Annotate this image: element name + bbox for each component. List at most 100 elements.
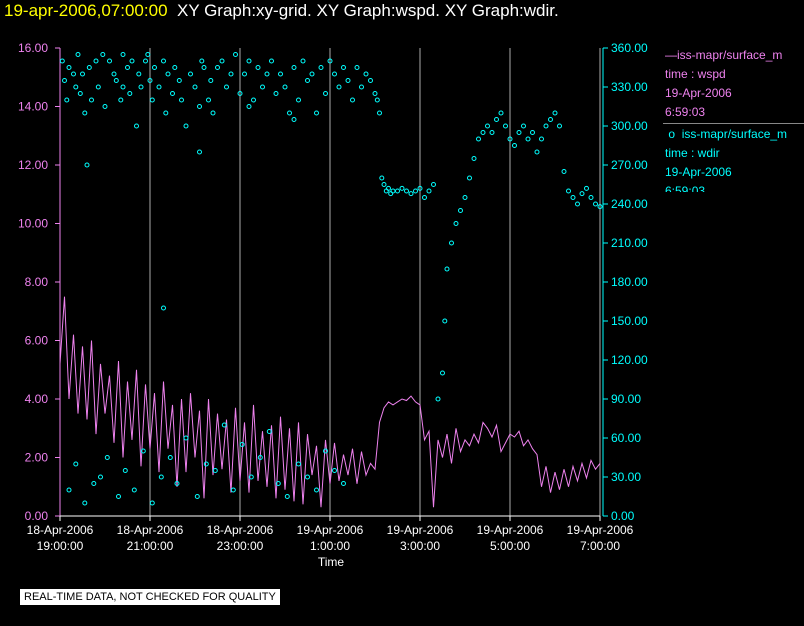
wdir-point bbox=[379, 175, 385, 181]
right-tick-label: 180.00 bbox=[611, 275, 648, 289]
wdir-point bbox=[332, 468, 337, 473]
wspd-line bbox=[59, 296, 601, 508]
wdir-point bbox=[176, 78, 182, 83]
wdir-point bbox=[516, 130, 522, 135]
right-tick-label: 330.00 bbox=[611, 80, 648, 94]
grid-lines bbox=[149, 48, 601, 516]
wdir-point bbox=[172, 65, 178, 70]
wdir-point bbox=[199, 58, 205, 64]
wdir-point bbox=[161, 305, 166, 311]
legend: —iss-mapr/surface_m time : wspd 19-Apr-2… bbox=[663, 46, 804, 192]
wdir-point bbox=[291, 65, 297, 70]
wdir-point bbox=[73, 461, 79, 467]
legend-wdir-source: o iss-mapr/surface_m bbox=[665, 127, 788, 141]
wdir-point bbox=[77, 91, 83, 96]
x-axis-label: Time bbox=[318, 555, 345, 569]
wdir-point bbox=[179, 97, 184, 103]
legend-wspd-source: —iss-mapr/surface_m bbox=[665, 48, 783, 62]
wdir-point bbox=[435, 396, 441, 402]
wdir-point bbox=[197, 104, 202, 109]
chart-title: 19-apr-2006,07:00:00 XY Graph:xy-grid. X… bbox=[4, 1, 559, 21]
wdir-point bbox=[426, 188, 432, 194]
wdir-point bbox=[80, 71, 85, 77]
wdir-point bbox=[548, 117, 553, 122]
wdir-point bbox=[82, 110, 88, 116]
left-axis-wspd: 0.00 2.00 4.00 6.00 8.00 10.00 12.00 14.00 16.00 bbox=[18, 41, 61, 523]
wdir-point bbox=[197, 149, 202, 155]
wdir-point bbox=[152, 65, 157, 70]
right-tick-label: 120.00 bbox=[611, 353, 648, 367]
wdir-point bbox=[75, 52, 81, 57]
wdir-point bbox=[278, 71, 283, 77]
wdir-point bbox=[467, 175, 472, 181]
wdir-point bbox=[593, 201, 598, 207]
wdir-point bbox=[100, 52, 106, 57]
wdir-point bbox=[266, 429, 272, 434]
wdir-point bbox=[570, 195, 576, 200]
right-tick-label: 150.00 bbox=[611, 314, 648, 328]
wdir-series bbox=[59, 52, 603, 506]
wdir-point bbox=[120, 84, 126, 90]
left-tick-label: 10.00 bbox=[18, 217, 48, 231]
wdir-point bbox=[341, 65, 346, 70]
wdir-point bbox=[404, 188, 409, 194]
wdir-point bbox=[275, 481, 281, 486]
wdir-point bbox=[507, 136, 513, 142]
wdir-point bbox=[98, 474, 103, 480]
right-axis-wdir: 0.00 30.00 60.00 90.00 120.00 150.00 180.00 210… bbox=[602, 41, 648, 523]
wdir-point bbox=[539, 136, 544, 142]
left-tick-label: 12.00 bbox=[18, 158, 48, 172]
wdir-point bbox=[145, 52, 151, 57]
right-tick-label: 30.00 bbox=[611, 470, 641, 484]
wdir-point bbox=[66, 65, 72, 70]
wdir-point bbox=[89, 97, 94, 103]
wdir-point bbox=[203, 461, 209, 467]
wdir-point bbox=[534, 149, 540, 155]
legend-wspd-time: 6:59:03 bbox=[665, 105, 706, 119]
wdir-point bbox=[64, 97, 70, 103]
wdir-point bbox=[444, 266, 450, 272]
wdir-point bbox=[368, 78, 373, 83]
wdir-point bbox=[489, 130, 495, 135]
wdir-point bbox=[118, 97, 124, 103]
wdir-point bbox=[183, 123, 189, 129]
quality-disclaimer: REAL-TIME DATA, NOT CHECKED FOR QUALITY bbox=[20, 589, 280, 605]
wdir-point bbox=[566, 188, 571, 194]
wdir-point bbox=[163, 110, 169, 116]
wdir-point bbox=[91, 481, 97, 486]
wdir-point bbox=[269, 58, 274, 64]
x-tick-time: 5:00:00 bbox=[490, 539, 530, 553]
wdir-point bbox=[273, 91, 279, 96]
wdir-point bbox=[122, 468, 128, 473]
wdir-point bbox=[170, 91, 175, 96]
wdir-point bbox=[127, 91, 133, 96]
wdir-point bbox=[230, 487, 236, 493]
wdir-point bbox=[134, 123, 139, 129]
wspd-series bbox=[59, 53, 601, 508]
wdir-point bbox=[350, 97, 355, 103]
wdir-point bbox=[136, 71, 142, 77]
wdir-point bbox=[399, 185, 405, 191]
wdir-point bbox=[167, 455, 173, 460]
wdir-point bbox=[248, 474, 254, 480]
wdir-point bbox=[129, 58, 135, 64]
wdir-point bbox=[233, 52, 238, 57]
wdir-point bbox=[588, 195, 594, 200]
wdir-point bbox=[431, 182, 436, 187]
title-graphs: XY Graph:xy-grid. XY Graph:wspd. XY Grap… bbox=[176, 1, 559, 20]
wdir-point bbox=[215, 65, 220, 70]
wdir-point bbox=[219, 58, 225, 64]
wdir-point bbox=[359, 84, 364, 90]
right-tick-label: 0.00 bbox=[611, 509, 635, 523]
wdir-point bbox=[543, 123, 549, 129]
wdir-point bbox=[395, 188, 400, 194]
wdir-point bbox=[62, 78, 67, 83]
right-tick-label: 240.00 bbox=[611, 197, 648, 211]
wdir-point bbox=[246, 58, 252, 64]
legend-wdir-time: 6:59:03 bbox=[665, 184, 706, 192]
x-tick-date: 19-Apr-2006 bbox=[297, 523, 364, 537]
wdir-point bbox=[95, 84, 101, 90]
wdir-point bbox=[255, 65, 261, 70]
wdir-point bbox=[512, 143, 517, 148]
wdir-point bbox=[442, 318, 448, 324]
